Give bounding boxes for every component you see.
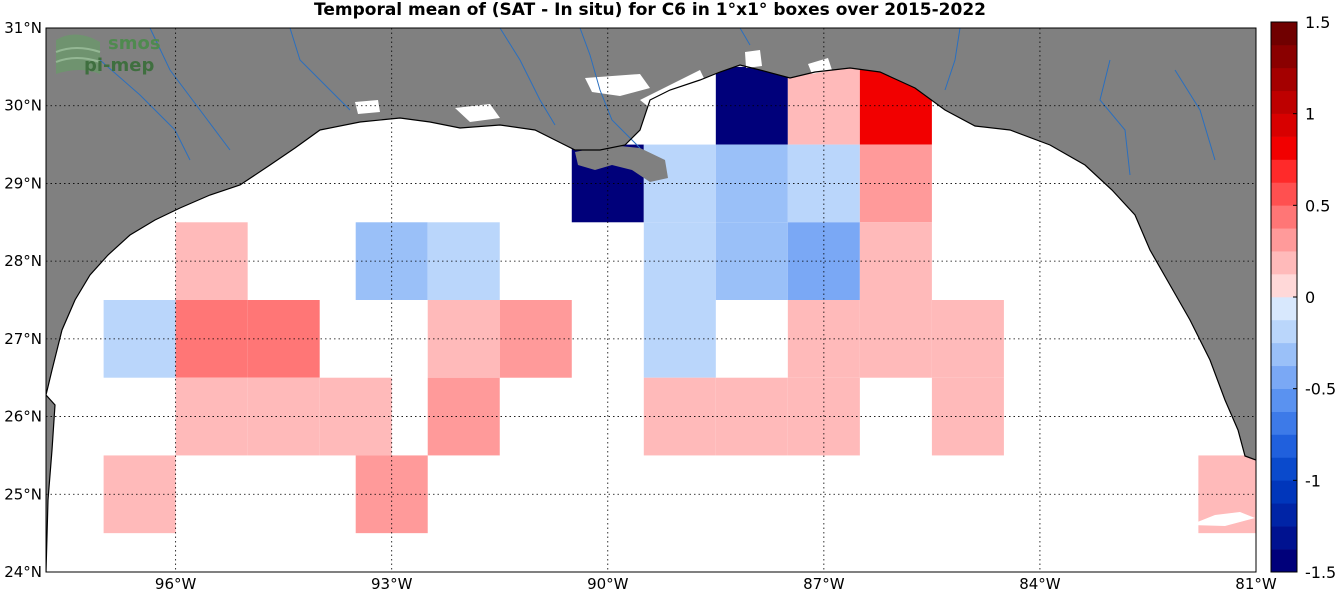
colorbar-tick-label: 1.5 (1305, 13, 1330, 32)
colorbar-band-1 (1271, 526, 1297, 550)
colorbar-band-21 (1271, 67, 1297, 92)
river-2 (99, 59, 191, 161)
colorbar-band-8 (1271, 365, 1297, 389)
colorbar-tick-label: 0 (1305, 288, 1315, 307)
y-tick-label: 27°N (4, 330, 42, 348)
rivers-layer (99, 28, 1216, 176)
island-dauphin (745, 50, 762, 68)
colorbar-band-11 (1271, 297, 1297, 321)
island-layer (355, 50, 1255, 526)
river-7 (944, 28, 961, 91)
y-tick-label: 25°N (4, 485, 42, 503)
y-tick-label: 31°N (4, 19, 42, 37)
colorbar-band-20 (1271, 90, 1297, 114)
colorbar-band-9 (1271, 342, 1297, 367)
colorbar: 1.5 1 0.5 0 -0.5 -1 -1.5 (1270, 13, 1336, 582)
x-tick-label: 93°W (371, 575, 413, 592)
colorbar-band-0 (1271, 549, 1297, 573)
logo: smos pi-mep (55, 33, 161, 76)
colorbar-tick-label: 0.5 (1305, 196, 1330, 215)
land-mexico-coast (46, 395, 55, 572)
x-tick-label: 90°W (587, 575, 629, 592)
colorbar-band-4 (1271, 457, 1297, 481)
waves-icon (55, 34, 101, 74)
island-vermilion (355, 100, 380, 114)
river-4 (499, 28, 556, 126)
map-title: Temporal mean of (SAT - In situ) for C6 … (314, 0, 986, 20)
colorbar-band-3 (1271, 480, 1297, 504)
plot-frame (45, 27, 1257, 573)
colorbar-tick-label: -0.5 (1305, 380, 1336, 399)
colorbar-band-16 (1271, 182, 1297, 206)
colorbar-band-22 (1271, 44, 1297, 69)
y-tick-label: 29°N (4, 174, 42, 192)
x-tick-label: 84°W (1019, 575, 1061, 592)
colorbar-band-13 (1271, 251, 1297, 275)
colorbar-band-10 (1271, 319, 1297, 344)
colorbar-band-23 (1271, 22, 1297, 46)
y-axis-labels: 24°N 25°N 26°N 27°N 28°N 29°N 30°N 31°N (4, 19, 42, 581)
map-plot-area (45, 27, 1257, 573)
landmass-layer (46, 28, 1256, 572)
y-tick-label: 28°N (4, 252, 42, 270)
colorbar-band-6 (1271, 411, 1297, 435)
river-1 (149, 28, 231, 151)
river-5 (579, 28, 641, 149)
river-9 (1174, 69, 1216, 161)
colorbar-ticks: 1.5 1 0.5 0 -0.5 -1 -1.5 (1293, 13, 1336, 582)
island-perdido (808, 58, 832, 74)
y-tick-label: 30°N (4, 97, 42, 115)
river-6 (739, 28, 751, 46)
colorbar-band-7 (1271, 388, 1297, 412)
y-tick-label: 26°N (4, 408, 42, 426)
logo-line2: pi-mep (84, 55, 154, 76)
river-3 (289, 28, 351, 111)
island-keys (1190, 512, 1255, 526)
colorbar-band-5 (1271, 434, 1297, 458)
colorbar-band-14 (1271, 228, 1297, 252)
island-lake-pontchartrain (585, 74, 650, 96)
y-tick-label: 24°N (4, 563, 42, 581)
coastline (46, 64, 1256, 572)
colorbar-bands (1271, 22, 1297, 573)
colorbar-band-12 (1271, 274, 1297, 298)
x-tick-label: 96°W (155, 575, 197, 592)
land-northern-coast (46, 28, 1256, 460)
x-axis-labels: 96°W 93°W 90°W 87°W 84°W 81°W (155, 575, 1277, 592)
colorbar-band-18 (1271, 136, 1297, 160)
colorbar-band-19 (1271, 113, 1297, 137)
colorbar-tick-label: -1.5 (1305, 563, 1336, 582)
colorbar-tick-label: -1 (1305, 471, 1321, 490)
logo-line1: smos (108, 33, 161, 54)
colorbar-band-2 (1271, 503, 1297, 527)
land-mississippi-delta (575, 145, 668, 182)
x-tick-label: 81°W (1235, 575, 1277, 592)
x-tick-label: 87°W (803, 575, 845, 592)
colorbar-band-17 (1271, 159, 1297, 183)
island-lake-borgne (455, 104, 500, 122)
river-8 (1099, 59, 1131, 176)
colorbar-band-15 (1271, 205, 1297, 229)
island-chandeleur (640, 70, 712, 115)
colorbar-tick-label: 1 (1305, 105, 1315, 124)
